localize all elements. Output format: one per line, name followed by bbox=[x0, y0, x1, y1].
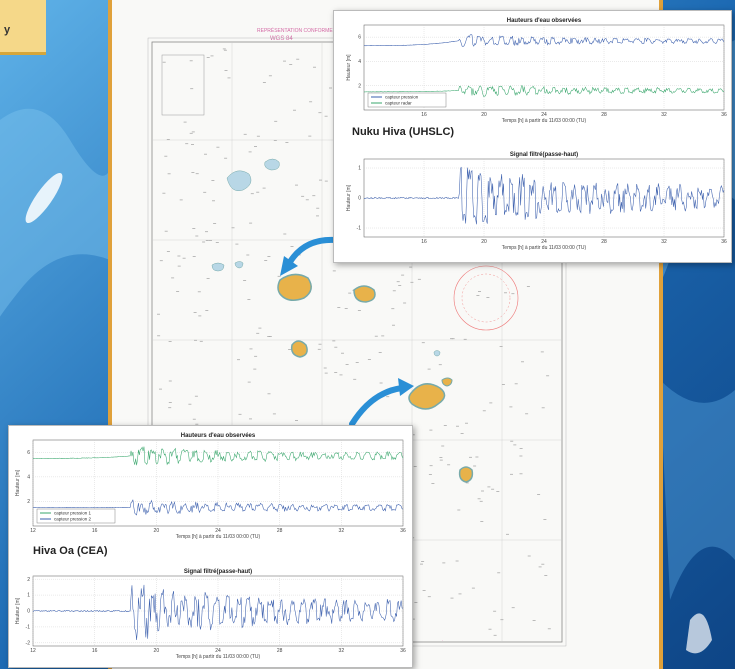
station-name: Hiva Oa (CEA) bbox=[33, 545, 108, 557]
x-tick-label: 24 bbox=[215, 648, 221, 654]
arrow-head-hiva-oa bbox=[398, 378, 414, 396]
x-tick-label: 16 bbox=[92, 528, 98, 534]
y-tick-label: 1 bbox=[358, 166, 361, 172]
x-tick-label: 16 bbox=[92, 648, 98, 654]
y-tick-label: 1 bbox=[27, 593, 30, 599]
x-tick-label: 16 bbox=[421, 239, 427, 245]
x-tick-label: 32 bbox=[661, 239, 667, 245]
accent-stripe-right bbox=[659, 0, 663, 669]
series-line bbox=[364, 166, 725, 225]
y-tick-label: -1 bbox=[357, 226, 362, 232]
series-line bbox=[32, 499, 404, 516]
corner-label: y bbox=[4, 24, 11, 36]
x-tick-label: 32 bbox=[661, 112, 667, 118]
arrow-hiva-oa bbox=[349, 385, 405, 427]
x-tick-label: 36 bbox=[400, 528, 406, 534]
corner-tab: y bbox=[0, 0, 46, 55]
x-axis-label: Temps [h] à partir du 11/03 00:00 (TU) bbox=[176, 534, 261, 540]
nuku-hiva-chart-1: Signal filtré(passe-haut) 16 20 24 28 32 36 -1 0… bbox=[346, 152, 727, 251]
y-axis-label: Hauteur [m] bbox=[15, 469, 21, 496]
x-tick-label: 32 bbox=[339, 528, 345, 534]
y-tick-label: 4 bbox=[358, 59, 361, 65]
y-tick-label: 0 bbox=[27, 609, 30, 615]
nuku-hiva-charts: Nuku Hiva (UHSLC) Hauteurs d'eau observée… bbox=[346, 18, 727, 251]
chart-title: Hauteurs d'eau observées bbox=[507, 18, 582, 24]
arrow-nuku-hiva bbox=[287, 236, 339, 265]
legend-box bbox=[36, 508, 116, 524]
y-tick-label: 2 bbox=[27, 499, 30, 505]
x-tick-label: 12 bbox=[30, 528, 36, 534]
x-tick-label: 20 bbox=[481, 239, 487, 245]
series-line bbox=[363, 34, 725, 47]
station-name: Nuku Hiva (UHSLC) bbox=[352, 126, 454, 138]
legend-entry: capteur pression 2 bbox=[54, 517, 92, 522]
y-tick-label: 0 bbox=[358, 196, 361, 202]
panel-hiva-oa: Hiva Oa (CEA) Hauteurs d'eau observées 12 1… bbox=[8, 425, 413, 668]
legend-entry: capteur radar bbox=[385, 101, 412, 106]
chart-header-text: REPRÉSENTATION CONFORME bbox=[257, 27, 333, 34]
y-tick-label: -2 bbox=[26, 640, 31, 646]
series-line bbox=[32, 584, 404, 641]
chart-title: Hauteurs d'eau observées bbox=[181, 433, 256, 439]
y-tick-label: -1 bbox=[26, 625, 31, 631]
x-tick-label: 16 bbox=[421, 112, 427, 118]
x-axis-label: Temps [h] à partir du 11/03 00:00 (TU) bbox=[502, 245, 587, 251]
series-line bbox=[363, 85, 725, 97]
x-tick-label: 36 bbox=[721, 239, 727, 245]
x-tick-label: 24 bbox=[541, 239, 547, 245]
y-axis-label: Hauteur [m] bbox=[346, 54, 352, 81]
wave-crest bbox=[25, 173, 63, 223]
y-tick-label: 2 bbox=[358, 83, 361, 89]
legend-entry: capteur pression bbox=[385, 95, 419, 100]
y-tick-label: 6 bbox=[27, 450, 30, 456]
y-axis-label: Hauteur [m] bbox=[346, 184, 352, 211]
accent-stripe-left bbox=[108, 0, 112, 669]
x-axis-label: Temps [h] à partir du 11/03 00:00 (TU) bbox=[502, 118, 587, 124]
y-tick-label: 4 bbox=[27, 474, 30, 480]
islands bbox=[211, 158, 474, 483]
legend-box bbox=[367, 92, 447, 108]
series-line bbox=[32, 446, 404, 466]
chart-title: Signal filtré(passe-haut) bbox=[510, 152, 578, 158]
hiva-oa-chart-1: Signal filtré(passe-haut)12 16 20 24 28 32 36-… bbox=[15, 569, 406, 660]
x-tick-label: 28 bbox=[277, 648, 283, 654]
y-tick-label: 2 bbox=[27, 577, 30, 583]
y-tick-label: 6 bbox=[358, 35, 361, 41]
x-tick-label: 20 bbox=[154, 528, 160, 534]
x-tick-label: 36 bbox=[400, 648, 406, 654]
chart-title: Signal filtré(passe-haut) bbox=[184, 569, 252, 575]
x-tick-label: 20 bbox=[154, 648, 160, 654]
x-tick-label: 24 bbox=[541, 112, 547, 118]
x-tick-label: 12 bbox=[30, 648, 36, 654]
arrow-head-nuku-hiva bbox=[280, 256, 298, 276]
y-axis-label: Hauteur [m] bbox=[15, 597, 21, 624]
x-tick-label: 32 bbox=[339, 648, 345, 654]
x-axis-label: Temps [h] à partir du 11/03 00:00 (TU) bbox=[176, 654, 261, 660]
svg-text:·: · bbox=[442, 638, 443, 643]
x-tick-label: 28 bbox=[601, 112, 607, 118]
panel-nuku-hiva: Nuku Hiva (UHSLC) Hauteurs d'eau observée… bbox=[333, 10, 732, 263]
x-tick-label: 36 bbox=[721, 112, 727, 118]
legend-entry: capteur pression 1 bbox=[54, 511, 92, 516]
x-tick-label: 28 bbox=[601, 239, 607, 245]
chart-datum: WGS 84 bbox=[270, 36, 293, 42]
x-tick-label: 28 bbox=[277, 528, 283, 534]
x-tick-label: 24 bbox=[215, 528, 221, 534]
x-tick-label: 20 bbox=[481, 112, 487, 118]
